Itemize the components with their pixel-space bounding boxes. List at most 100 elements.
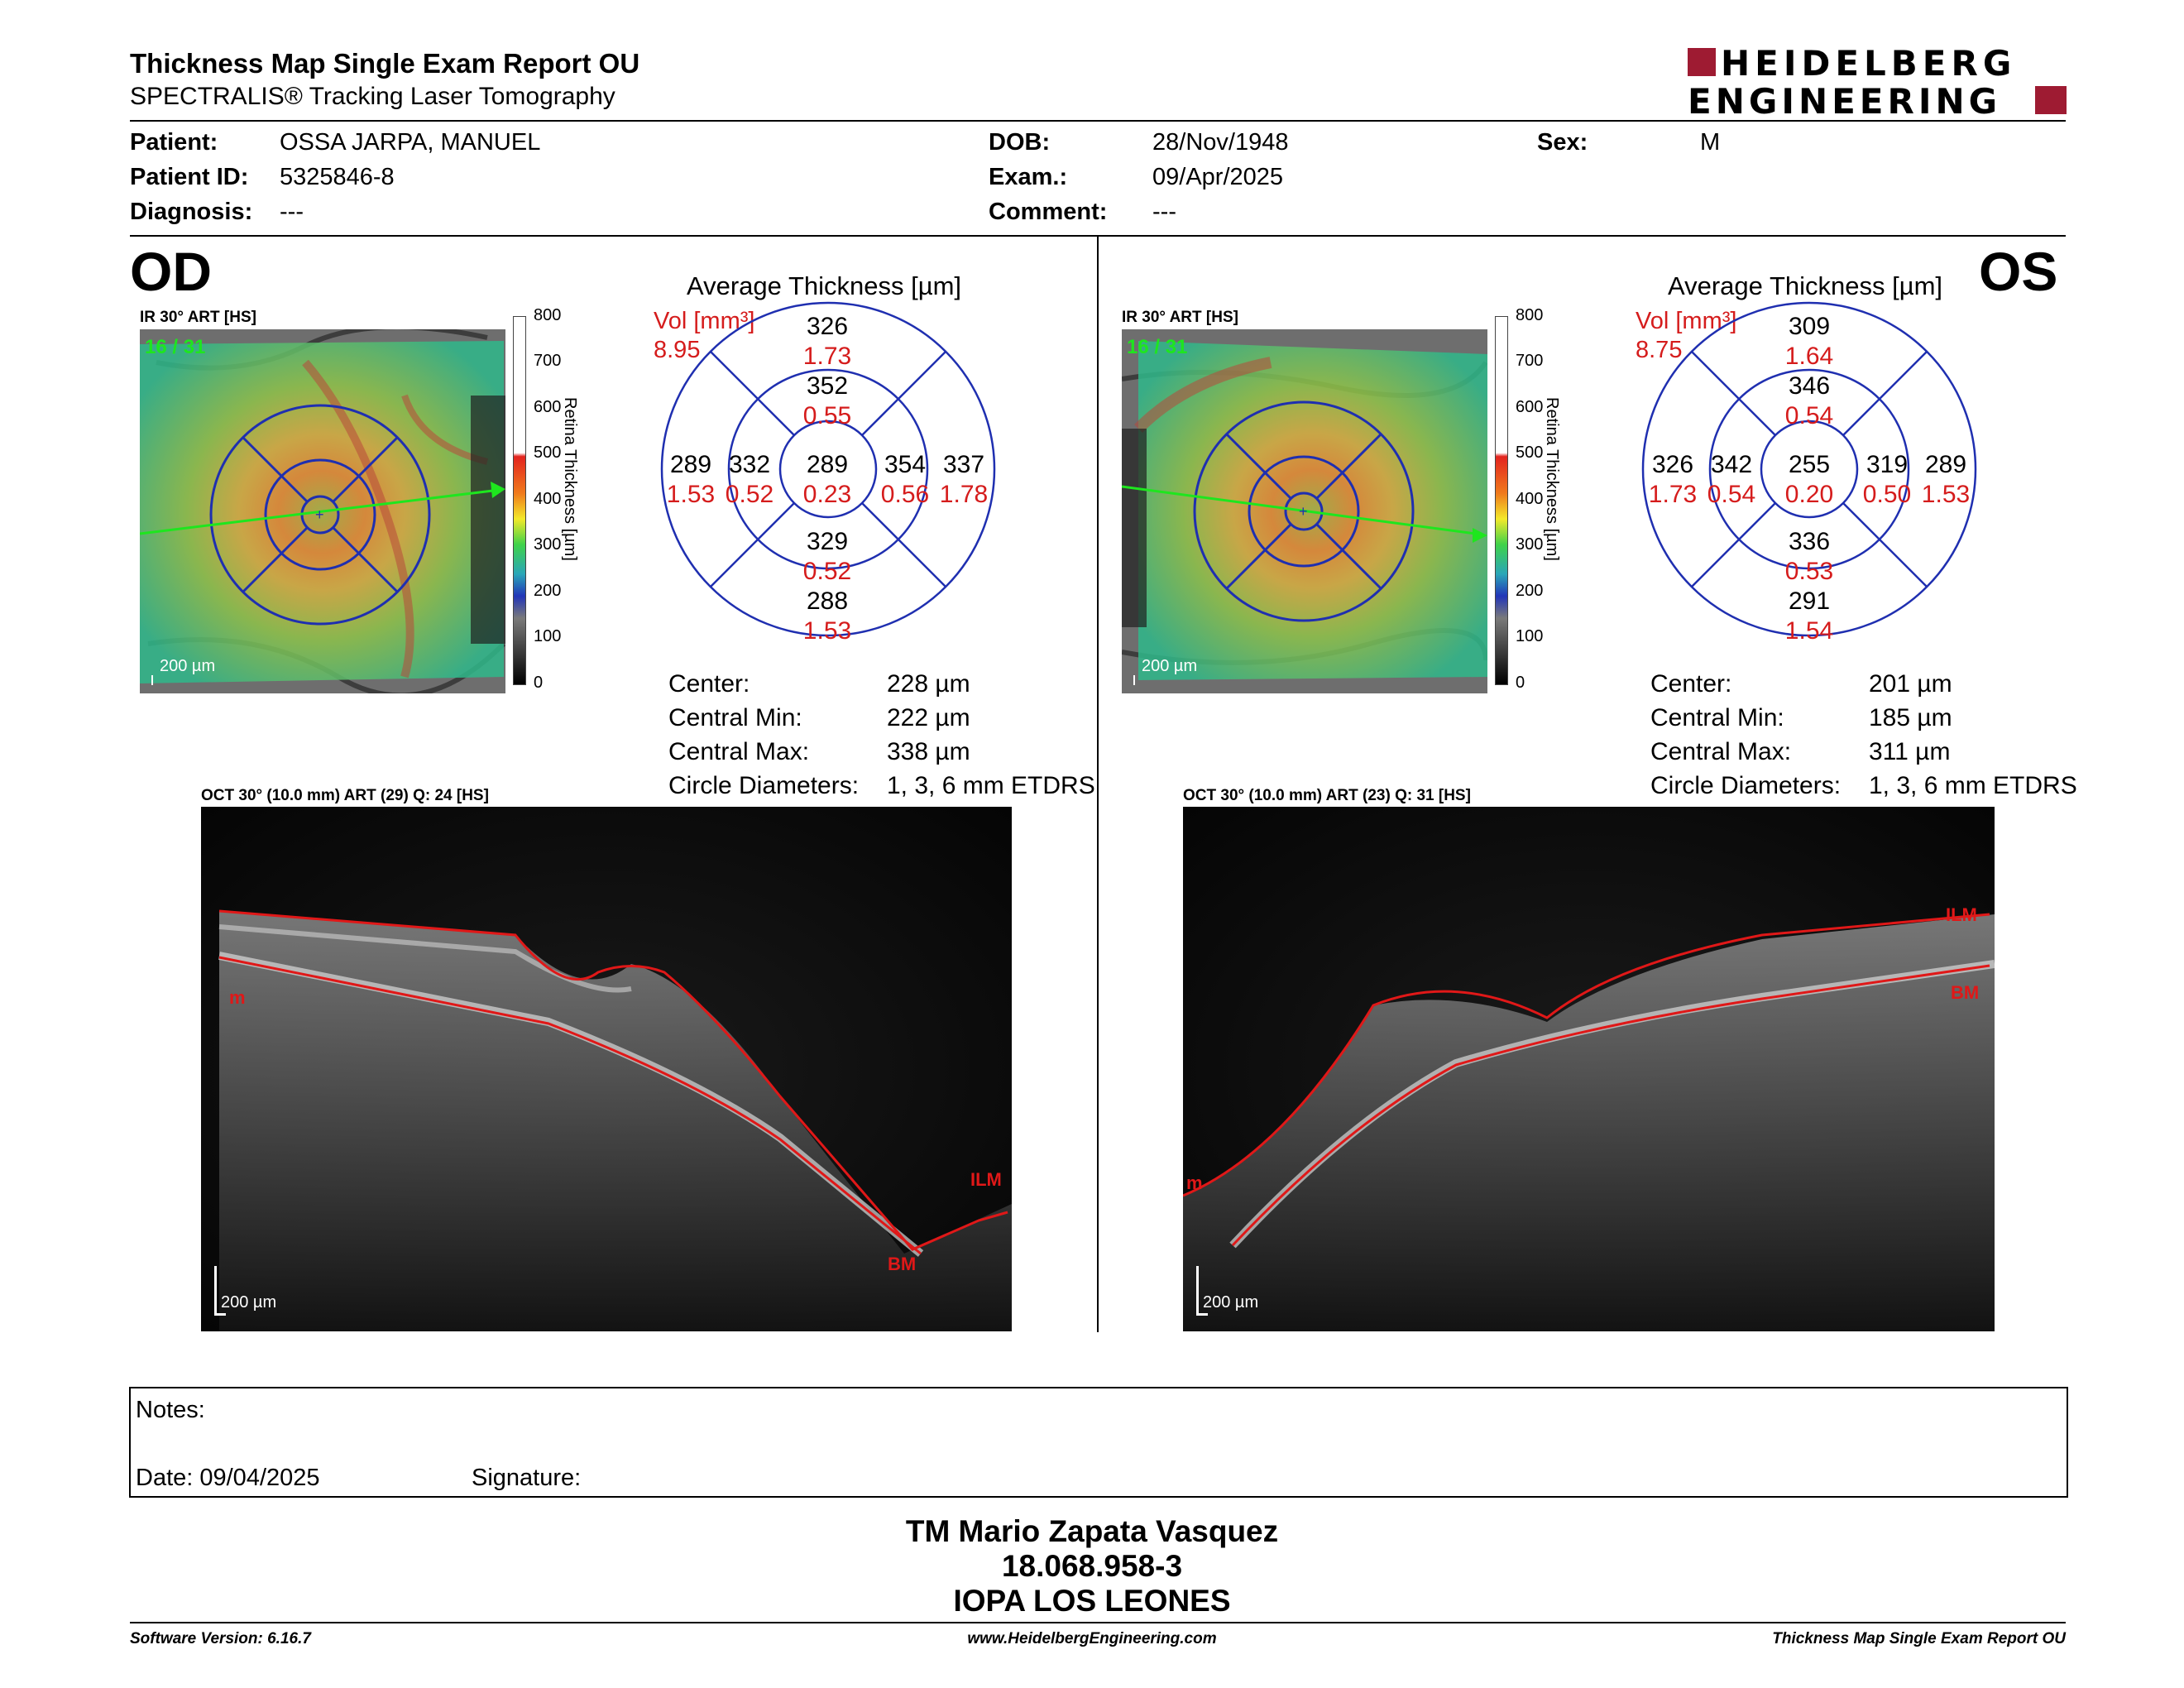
comment-label: Comment: bbox=[989, 199, 1108, 225]
os-min-label: Central Min: bbox=[1650, 704, 1784, 731]
patient-id-label: Patient ID: bbox=[130, 164, 249, 190]
od-inner-right-thickness: 354 bbox=[884, 451, 927, 478]
os-inner-left-volume: 0.54 bbox=[1707, 481, 1756, 508]
od-ilm-marker: ILM bbox=[970, 1169, 1002, 1190]
svg-text:+: + bbox=[315, 506, 324, 523]
od-oct-label: OCT 30° (10.0 mm) ART (29) Q: 24 [HS] bbox=[201, 787, 489, 804]
od-colorbar bbox=[513, 316, 526, 685]
report-subtitle: SPECTRALIS® Tracking Laser Tomography bbox=[130, 83, 615, 110]
od-etdrs-overlay: + bbox=[140, 404, 505, 626]
od-inner-bottom-volume: 0.52 bbox=[802, 558, 852, 585]
patient-label: Patient: bbox=[130, 129, 218, 156]
os-cb-tick-800: 800 bbox=[1516, 306, 1544, 324]
od-inner-left-thickness: 332 bbox=[728, 451, 771, 478]
os-cb-tick-300: 300 bbox=[1516, 535, 1544, 554]
sex-label: Sex: bbox=[1537, 129, 1588, 156]
os-m-marker: m bbox=[1186, 1172, 1203, 1193]
od-oct-scalebar-base bbox=[214, 1313, 226, 1316]
os-fundus-scale: 200 µm bbox=[1142, 657, 1198, 675]
footer-divider bbox=[130, 1622, 2066, 1623]
od-etdrs-chart bbox=[660, 301, 996, 637]
os-inner-bottom-volume: 0.53 bbox=[1784, 558, 1834, 585]
os-max-value: 311 µm bbox=[1869, 738, 1951, 765]
os-cb-tick-200: 200 bbox=[1516, 582, 1544, 600]
od-cb-tick-800: 800 bbox=[534, 306, 562, 324]
sex-value: M bbox=[1700, 129, 1721, 156]
od-eye-label: OD bbox=[130, 241, 212, 302]
patient-id-value: 5325846-8 bbox=[280, 164, 395, 190]
od-max-label: Central Max: bbox=[668, 738, 810, 765]
os-colorbar bbox=[1495, 316, 1508, 685]
svg-text:+: + bbox=[1299, 503, 1308, 520]
os-inner-top-volume: 0.54 bbox=[1784, 402, 1834, 429]
od-outer-top-volume: 1.73 bbox=[802, 343, 852, 370]
os-cb-tick-0: 0 bbox=[1516, 674, 1525, 692]
notes-label: Notes: bbox=[136, 1397, 205, 1423]
od-oct-scale: 200 µm bbox=[221, 1293, 277, 1312]
od-inner-top-volume: 0.55 bbox=[802, 402, 852, 429]
report-title: Thickness Map Single Exam Report OU bbox=[130, 48, 640, 79]
os-oct-scalebar-base bbox=[1196, 1313, 1208, 1316]
os-eye-label: OS bbox=[1979, 241, 2058, 302]
od-min-label: Central Min: bbox=[668, 704, 802, 731]
os-cb-tick-500: 500 bbox=[1516, 444, 1544, 462]
od-fundus-scale: 200 µm bbox=[160, 657, 216, 675]
od-outer-left-thickness: 289 bbox=[669, 451, 712, 478]
os-inner-top-thickness: 346 bbox=[1788, 372, 1831, 400]
os-circle-label: Circle Diameters: bbox=[1650, 772, 1842, 799]
header-divider bbox=[130, 120, 2066, 122]
od-outer-left-volume: 1.53 bbox=[666, 481, 716, 508]
logo-line2: ENGINEERING bbox=[1688, 81, 2002, 122]
website-link[interactable]: www.HeidelbergEngineering.com bbox=[967, 1630, 1217, 1647]
os-outer-top-thickness: 309 bbox=[1788, 313, 1831, 340]
od-center-value: 228 µm bbox=[887, 670, 970, 698]
os-outer-left-thickness: 326 bbox=[1651, 451, 1694, 478]
os-vol-value: 8.75 bbox=[1636, 337, 1683, 363]
os-outer-right-thickness: 289 bbox=[1924, 451, 1967, 478]
os-fundus-scalebar bbox=[1133, 675, 1135, 685]
diagnosis-value: --- bbox=[280, 199, 304, 225]
od-bm-marker: BM bbox=[888, 1254, 917, 1274]
od-vol-value: 8.95 bbox=[654, 337, 701, 363]
logo-square-bottom bbox=[2035, 86, 2067, 114]
os-cb-tick-700: 700 bbox=[1516, 352, 1544, 370]
od-circle-value: 1, 3, 6 mm ETDRS bbox=[887, 772, 1095, 799]
dob-label: DOB: bbox=[989, 129, 1051, 156]
od-cb-tick-400: 400 bbox=[534, 490, 562, 508]
os-inner-right-volume: 0.50 bbox=[1862, 481, 1912, 508]
os-center-thickness: 255 bbox=[1788, 451, 1831, 478]
od-outer-bottom-thickness: 288 bbox=[806, 587, 849, 615]
od-outer-top-thickness: 326 bbox=[806, 313, 849, 340]
exam-value: 09/Apr/2025 bbox=[1152, 164, 1284, 190]
software-version: Software Version: 6.16.7 bbox=[130, 1630, 311, 1647]
od-cb-tick-300: 300 bbox=[534, 535, 562, 554]
od-center-thickness: 289 bbox=[806, 451, 849, 478]
os-oct-scale: 200 µm bbox=[1203, 1293, 1259, 1312]
notes-box bbox=[129, 1387, 2068, 1498]
os-min-value: 185 µm bbox=[1869, 704, 1952, 731]
od-cb-tick-0: 0 bbox=[534, 674, 544, 692]
os-outer-right-volume: 1.53 bbox=[1921, 481, 1971, 508]
os-bm-marker: BM bbox=[1951, 982, 1980, 1003]
os-outer-left-volume: 1.73 bbox=[1648, 481, 1698, 508]
os-fundus-image: + 16 / 31 200 µm bbox=[1122, 329, 1487, 693]
od-outer-right-thickness: 337 bbox=[942, 451, 985, 478]
od-cb-tick-200: 200 bbox=[534, 582, 562, 600]
os-outer-bottom-thickness: 291 bbox=[1788, 587, 1831, 615]
od-outer-right-volume: 1.78 bbox=[939, 481, 989, 508]
od-cb-tick-500: 500 bbox=[534, 444, 562, 462]
os-oct-scalebar bbox=[1196, 1266, 1199, 1316]
os-ir-label: IR 30° ART [HS] bbox=[1122, 309, 1238, 326]
logo-square-top bbox=[1688, 48, 1716, 76]
signer-name: TM Mario Zapata Vasquez bbox=[905, 1514, 1279, 1548]
footer-report-name: Thickness Map Single Exam Report OU bbox=[1772, 1630, 2066, 1647]
od-fundus-image: + 16 / 31 200 µm bbox=[140, 329, 505, 693]
od-cb-tick-700: 700 bbox=[534, 352, 562, 370]
patient-value: OSSA JARPA, MANUEL bbox=[280, 129, 541, 156]
od-min-value: 222 µm bbox=[887, 704, 970, 731]
os-inner-right-thickness: 319 bbox=[1866, 451, 1909, 478]
os-max-label: Central Max: bbox=[1650, 738, 1792, 765]
od-inner-right-volume: 0.56 bbox=[880, 481, 930, 508]
od-center-volume: 0.23 bbox=[802, 481, 852, 508]
os-cb-tick-600: 600 bbox=[1516, 398, 1544, 416]
